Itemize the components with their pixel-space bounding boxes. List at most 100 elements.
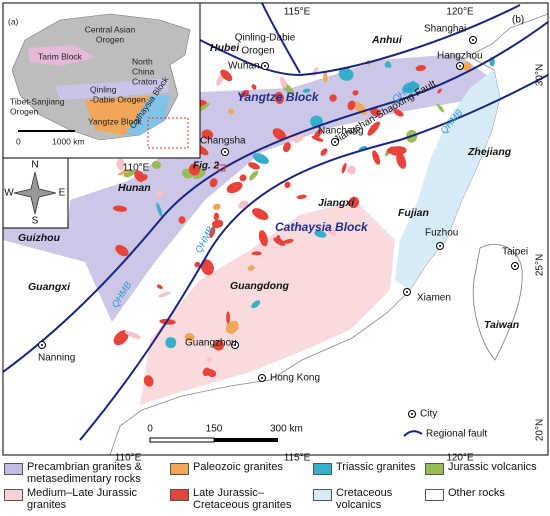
granite-patch	[348, 196, 360, 209]
granite-patch	[124, 330, 142, 339]
granite-patch	[117, 169, 131, 176]
granite-patch	[347, 100, 356, 111]
granite-patch	[393, 109, 404, 117]
granite-patch	[293, 132, 304, 143]
granite-patch	[158, 291, 171, 298]
granite-patch	[113, 330, 129, 346]
key-fault	[403, 430, 423, 437]
granite-patch	[249, 170, 259, 181]
granite-patch	[184, 333, 195, 342]
fig2-box	[217, 164, 226, 172]
granite-patch	[358, 146, 368, 151]
granite-patch	[116, 158, 125, 170]
granite-patch	[226, 181, 243, 194]
granite-patch	[247, 265, 255, 271]
granite-patch	[209, 226, 216, 239]
compass-label: W	[4, 188, 14, 199]
legend: Precambrian granites & metasedimentary r…	[0, 461, 550, 516]
granite-patch	[323, 72, 328, 83]
granite-patch	[206, 357, 212, 363]
map-label: (b)	[512, 15, 524, 26]
legend-item: Precambrian granites & metasedimentary r…	[0, 461, 166, 488]
inset-region-label: Tibet-Sanjiang	[10, 96, 65, 106]
fault-line	[261, 3, 301, 74]
inset-study-area	[147, 117, 189, 149]
granite-patch	[209, 178, 218, 188]
legend-swatch	[313, 463, 332, 475]
faults	[3, 3, 548, 441]
compass-label: E	[59, 188, 66, 199]
granite-patch	[143, 375, 154, 387]
inset-region-label: Craton	[132, 76, 158, 86]
granite-patch	[436, 103, 445, 113]
legend-swatch	[4, 463, 23, 475]
granite-patch	[156, 202, 163, 217]
province-label: Taiwan	[484, 319, 519, 331]
granite-patch	[251, 300, 261, 309]
longitude-label: 110°E	[123, 163, 150, 174]
legend-label: Paleozoic granites	[193, 461, 283, 473]
legend-label: Cretaceous volcanics	[336, 487, 393, 511]
latitude-label: 20°N	[535, 419, 546, 441]
longitude-label: 115°E	[284, 7, 311, 18]
granite-patch	[367, 121, 380, 136]
province-label: Hubei	[210, 42, 240, 54]
granite-patch	[112, 205, 128, 212]
city-label: Hangzhou	[437, 51, 483, 62]
city-marker	[472, 39, 474, 41]
granite-patch	[225, 320, 239, 334]
granite-patch	[188, 163, 201, 176]
orogen-label: Qinling-Dabie	[235, 33, 296, 44]
legend-item: Paleozoic granites	[166, 461, 309, 488]
city-marker	[439, 245, 441, 247]
granite-patch	[156, 284, 163, 290]
scale-label: 150	[206, 424, 223, 435]
inset-tarim	[28, 45, 95, 66]
granite-patch	[248, 162, 260, 170]
province-label: Zhejiang	[467, 146, 512, 158]
granite-patch	[338, 67, 354, 81]
granite-patch	[437, 88, 442, 94]
compass-label: S	[32, 216, 39, 227]
granite-patch	[220, 69, 233, 82]
key-city-marker	[411, 413, 413, 415]
scale-label: 0	[147, 424, 153, 435]
granite-patch	[415, 65, 427, 72]
longitude-label: 120°E	[446, 453, 474, 462]
legend-label: Triassic granites	[336, 461, 416, 473]
scale-segment	[214, 438, 278, 442]
legend-label: Medium–Late Jurassic granites	[27, 487, 138, 511]
legend-item: Jurassic volcanics	[421, 461, 550, 488]
granite-patch	[252, 153, 269, 165]
city-marker	[41, 344, 43, 346]
granite-patch	[240, 89, 250, 98]
province-label: Jiangxi	[318, 197, 355, 209]
key-box	[399, 404, 536, 448]
granite-patch	[302, 88, 311, 93]
granite-patch	[202, 367, 211, 377]
granite-patch	[329, 94, 337, 102]
granite-patch	[320, 148, 328, 156]
city-marker	[406, 291, 408, 293]
fault-line	[3, 21, 548, 373]
granite-patch	[212, 339, 225, 351]
scale-label: 300 km	[270, 424, 303, 435]
granite-patch	[283, 238, 294, 244]
inset-label: (a)	[8, 16, 19, 26]
city-label: Taipei	[502, 247, 528, 258]
granite-patch	[313, 128, 323, 139]
inset-region-label: Central Asian	[85, 24, 136, 34]
inset-region-label: Tarim Block	[38, 51, 83, 61]
granite-patch	[156, 190, 164, 198]
granite-patch	[314, 230, 327, 238]
inset-cathaysia	[125, 95, 170, 135]
inset-scale-label: 1000 km	[52, 136, 85, 146]
granite-patch	[296, 194, 307, 200]
city-marker	[459, 65, 461, 67]
legend-swatch	[170, 489, 189, 501]
taiwan-island	[472, 244, 523, 361]
granite-patch	[282, 142, 291, 153]
granite-patch	[386, 146, 405, 155]
city-marker	[234, 344, 236, 346]
